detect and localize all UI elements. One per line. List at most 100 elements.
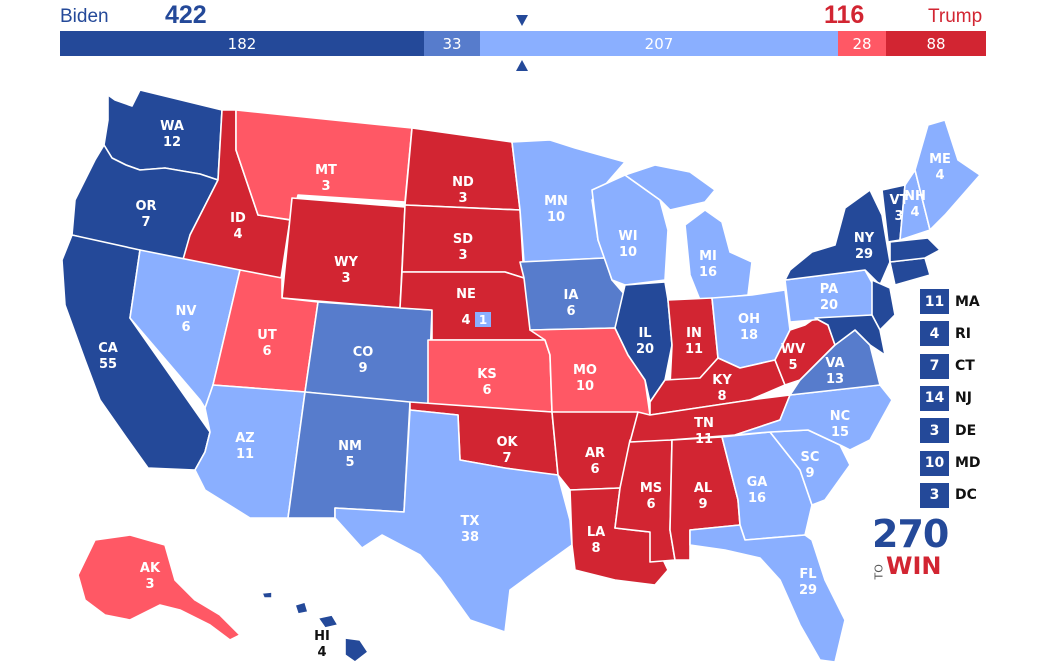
state-ev-al: 9 [698,497,707,512]
tally-bar: 182 33 207 28 88 [60,31,986,56]
ne-district-box[interactable] [475,312,491,327]
state-label-ar: AR [585,446,605,461]
small-state-ct[interactable]: 7 CT [920,353,975,379]
small-state-abbr: RI [955,325,971,342]
small-state-dc[interactable]: 3 DC [920,482,977,508]
state-label-il: IL [638,326,651,341]
state-label-co: CO [353,345,374,360]
small-state-ev-box[interactable]: 11 [920,289,949,314]
state-label-al: AL [694,481,712,496]
small-state-abbr: CT [955,358,975,375]
state-ev-nv: 6 [181,320,190,335]
state-ev-or: 7 [141,215,150,230]
small-state-abbr: MA [955,293,980,310]
state-ev-pa: 20 [820,298,838,313]
state-ak[interactable] [77,534,241,641]
state-ev-nm: 5 [345,455,354,470]
state-ny[interactable] [784,189,891,286]
state-label-in: IN [686,326,702,341]
ne-district-label: 1 [479,313,487,327]
logo-number: 270 [872,512,949,556]
small-state-abbr: DE [955,422,977,439]
state-ma[interactable] [889,237,941,263]
state-fl[interactable] [689,524,846,663]
state-ev-tn: 11 [695,432,713,447]
state-mi-up[interactable] [624,164,716,211]
state-ev-ms: 6 [646,497,655,512]
state-ev-ga: 16 [748,491,766,506]
state-wy[interactable] [281,197,406,309]
state-ev-la: 8 [591,541,600,556]
small-state-abbr: NJ [955,390,972,407]
state-label-or: OR [135,199,156,214]
state-label-ks: KS [477,367,496,382]
small-state-ev-box[interactable]: 14 [920,385,949,411]
small-state-md[interactable]: 10 MD [920,450,981,476]
state-label-ny: NY [854,231,875,246]
state-ev-sc: 9 [805,466,814,481]
state-ev-oh: 18 [740,328,758,343]
small-state-ev-box[interactable]: 4 [920,321,949,347]
state-ev-wy: 3 [341,271,350,286]
state-label-la: LA [587,525,605,540]
state-label-mo: MO [573,363,597,378]
state-label-wv: WV [781,342,805,357]
state-nc[interactable] [734,384,893,451]
state-label-nv: NV [176,304,197,319]
state-label-mn: MN [544,194,568,209]
state-label-va: VA [825,356,844,371]
state-tx[interactable] [334,409,573,633]
state-ev-nc: 15 [831,425,849,440]
state-mi[interactable] [684,209,753,301]
state-label-pa: PA [820,282,838,297]
state-ev-ia: 6 [566,304,575,319]
bar-safe-d: 182 [60,31,424,56]
state-label-sd: SD [453,232,473,247]
state-label-nd: ND [452,175,474,190]
small-state-ev-box[interactable]: 3 [920,418,949,444]
state-ev-mn: 10 [547,210,565,225]
state-label-mi: MI [699,249,717,264]
state-ev-ok: 7 [502,451,511,466]
bar-safe-r: 88 [886,31,986,56]
state-label-vt: VT [890,193,909,208]
bar-lean-r: 28 [838,31,886,56]
state-ev-hi: 4 [317,645,326,660]
state-md[interactable] [814,314,886,356]
bar-likely-d: 33 [424,31,480,56]
state-ev-ks: 6 [482,383,491,398]
state-label-ky: KY [712,373,732,388]
state-label-ia: IA [564,288,579,303]
small-state-ev-box[interactable]: 10 [920,450,949,476]
state-ev-wi: 10 [619,245,637,260]
state-me[interactable] [914,119,981,231]
state-hi-islands[interactable] [261,591,339,629]
state-ev-il: 20 [636,342,654,357]
state-ev-nd: 3 [458,191,467,206]
bar-lean-d: 207 [480,31,838,56]
state-label-ms: MS [640,481,662,496]
majority-marker-top-icon [516,15,528,26]
state-label-sc: SC [801,450,820,465]
small-state-nj[interactable]: 14 NJ [920,385,972,411]
state-ev-tx: 38 [461,530,479,545]
state-hi[interactable] [344,637,369,663]
majority-marker-bottom-icon [516,60,528,71]
small-state-ma[interactable]: 11 MA [920,289,980,314]
state-label-tn: TN [694,416,714,431]
small-state-ev-box[interactable]: 3 [920,482,949,508]
state-label-hi: HI [314,629,330,644]
state-ev-ny: 29 [855,247,873,262]
state-label-id: ID [230,211,246,226]
small-state-ri[interactable]: 4 RI [920,321,971,347]
small-state-ev-box[interactable]: 7 [920,353,949,379]
state-ev-ne: 4 [461,313,470,328]
small-state-de[interactable]: 3 DE [920,418,977,444]
state-label-fl: FL [799,567,816,582]
biden-total: 422 [165,1,207,29]
small-state-abbr: DC [955,487,977,504]
state-nj[interactable] [871,279,896,331]
state-ev-mo: 10 [576,379,594,394]
logo-to: TO [872,564,886,580]
